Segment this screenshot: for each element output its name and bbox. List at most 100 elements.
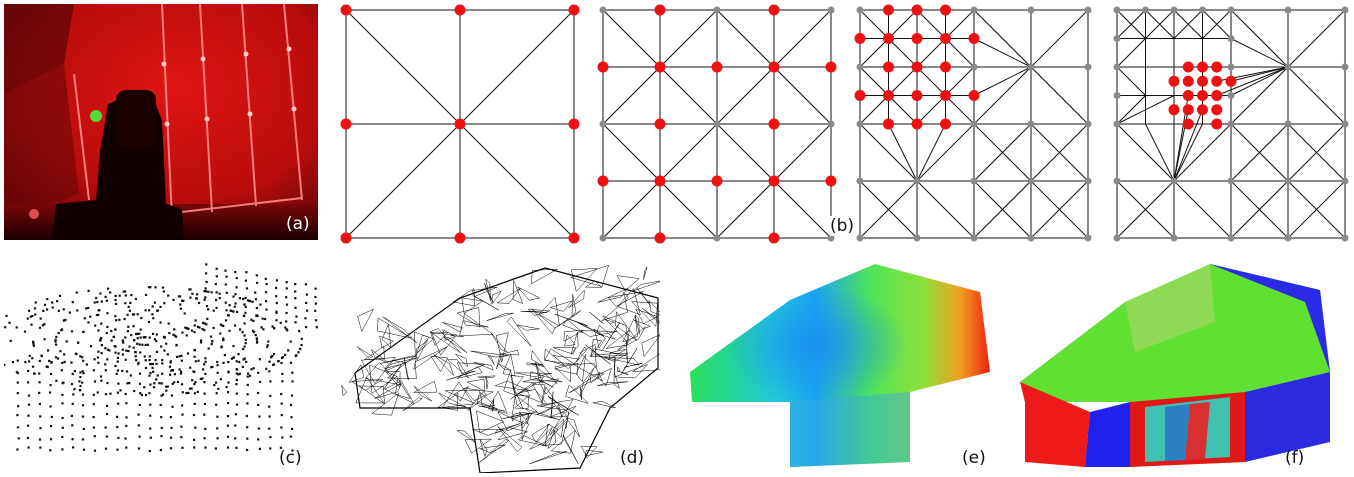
cloud-point — [190, 387, 193, 390]
cloud-point — [55, 335, 58, 338]
cloud-point — [180, 359, 183, 362]
cloud-point — [163, 302, 166, 305]
cloud-point — [154, 358, 157, 362]
cloud-point — [74, 352, 77, 355]
cloud-point — [212, 309, 215, 312]
cloud-point — [245, 287, 249, 290]
cloud-point — [147, 286, 150, 289]
cloud-point — [47, 349, 50, 352]
wire-triangle — [514, 395, 529, 409]
inactive-node — [1341, 234, 1349, 242]
wire-triangle — [357, 346, 374, 359]
cloud-point — [175, 355, 179, 358]
active-node — [1225, 75, 1237, 87]
cloud-point — [144, 309, 147, 312]
cloud-point — [32, 344, 35, 347]
cloud-point — [122, 341, 125, 344]
cloud-point — [26, 317, 29, 320]
wire-triangle — [570, 332, 579, 355]
wire-triangle — [496, 332, 509, 363]
cloud-point — [139, 336, 142, 339]
cloud-point — [248, 374, 252, 377]
cloud-point — [251, 300, 254, 303]
wire-triangle — [565, 411, 570, 429]
wire-triangle — [497, 426, 523, 452]
cloud-point — [152, 317, 155, 320]
cloud-point — [290, 403, 293, 406]
cloud-point — [136, 342, 139, 345]
cloud-point — [175, 335, 178, 338]
cloud-point — [235, 277, 238, 280]
wire-triangle — [488, 355, 495, 365]
wire-triangle — [580, 445, 597, 459]
mesh-edge — [1145, 123, 1175, 182]
wire-triangle — [502, 412, 531, 420]
laser-scan-photo — [4, 4, 318, 240]
inactive-node — [1084, 120, 1092, 128]
cloud-point — [194, 426, 197, 429]
cloud-point — [128, 345, 131, 348]
cloud-point — [215, 267, 218, 270]
active-node — [883, 90, 894, 101]
cloud-point — [104, 363, 107, 366]
cloud-point — [203, 392, 206, 395]
cloud-point — [27, 424, 30, 427]
cloud-point — [138, 332, 141, 335]
cloud-point — [166, 353, 169, 356]
cloud-point — [125, 424, 128, 427]
wire-triangle — [648, 299, 660, 316]
cloud-point — [224, 283, 227, 286]
wire-triangle — [464, 438, 492, 454]
cloud-point — [123, 318, 126, 321]
panel-label-d: (d) — [620, 448, 645, 468]
cloud-point — [188, 387, 192, 390]
cloud-point — [285, 303, 289, 306]
cloud-point — [284, 353, 287, 356]
cloud-point — [148, 449, 151, 453]
cloud-point — [81, 356, 84, 359]
wire-triangle — [602, 315, 629, 344]
cloud-point — [148, 355, 151, 358]
wire-triangle — [517, 286, 541, 301]
cloud-point — [189, 366, 192, 369]
wire-triangle — [536, 405, 556, 415]
cloud-point — [56, 357, 59, 360]
cloud-point — [71, 301, 74, 304]
cloud-point — [252, 329, 255, 332]
cloud-point — [58, 294, 61, 297]
inactive-node — [1227, 35, 1235, 42]
cloud-point — [116, 425, 119, 429]
cloud-point — [94, 324, 97, 327]
wireframe-mesh — [341, 264, 660, 473]
cloud-point — [93, 358, 96, 361]
wire-triangle — [374, 382, 402, 399]
wire-triangle — [450, 335, 464, 337]
cloud-point — [79, 389, 82, 392]
cloud-point — [205, 305, 209, 308]
cloud-point — [71, 372, 74, 376]
wire-triangle — [502, 354, 516, 377]
wire-triangle — [386, 355, 417, 379]
mesh-edge — [1116, 38, 1146, 68]
cloud-point — [294, 283, 297, 286]
cloud-point — [258, 415, 261, 418]
wire-triangle — [622, 315, 638, 343]
wire-triangle — [572, 363, 603, 382]
cloud-point — [61, 361, 64, 364]
cloud-point — [257, 427, 260, 430]
cloud-point — [314, 287, 317, 290]
cloud-point — [196, 325, 200, 328]
cloud-point — [79, 376, 82, 379]
active-node — [825, 61, 837, 73]
cloud-point — [205, 272, 208, 275]
wire-triangle — [414, 331, 430, 357]
cloud-point — [57, 332, 60, 335]
cloud-point — [291, 449, 294, 452]
cloud-point — [254, 334, 257, 337]
mesh-edge — [1202, 9, 1232, 39]
cloud-point — [268, 405, 271, 408]
cloud-point — [294, 306, 297, 309]
cloud-point — [201, 377, 204, 380]
mesh-level-3 — [854, 4, 1092, 242]
wire-triangle — [630, 301, 658, 327]
